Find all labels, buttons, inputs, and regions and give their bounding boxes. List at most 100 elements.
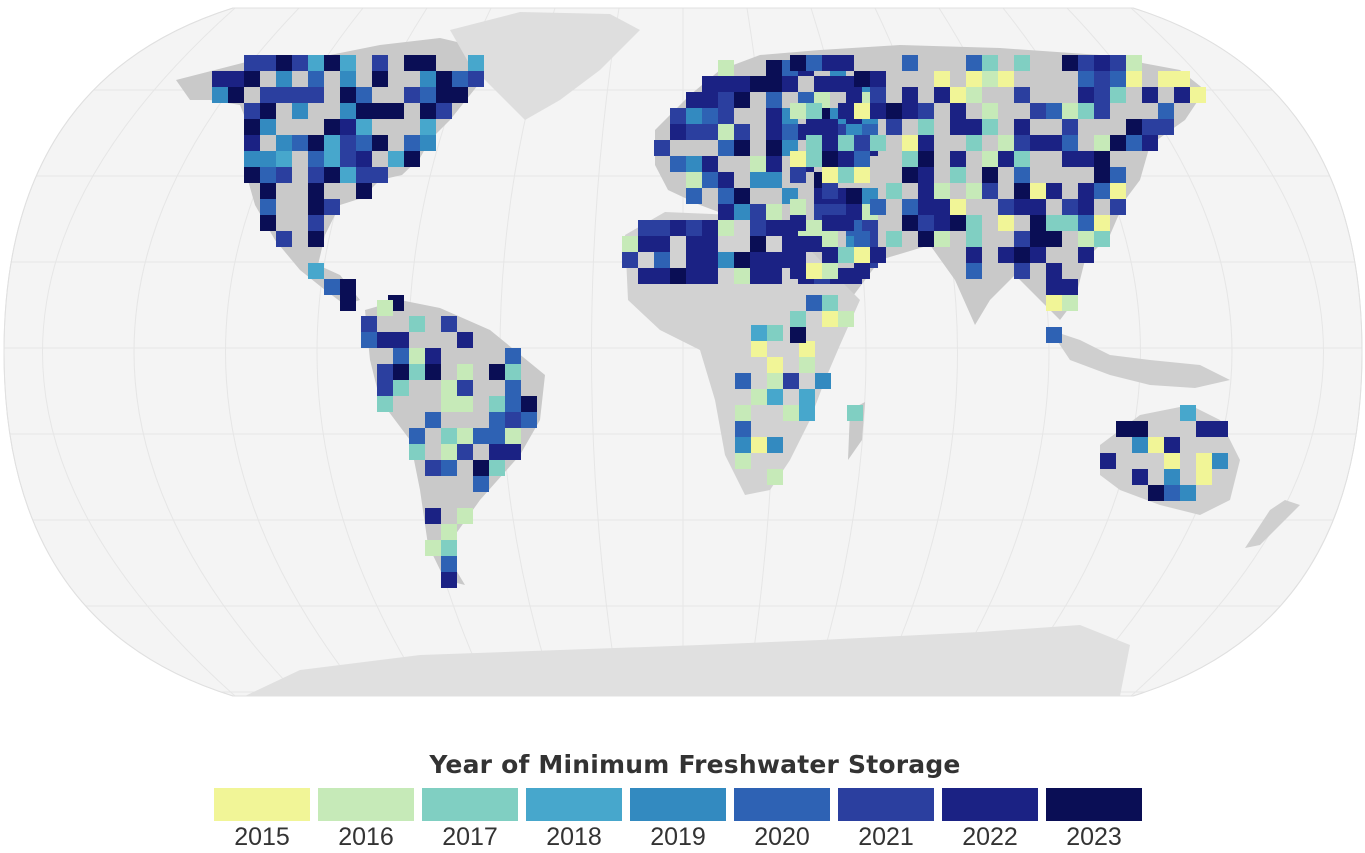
legend-item-2022: 2022 (942, 788, 1038, 851)
storage-cell (1062, 215, 1078, 231)
storage-cell (292, 87, 308, 103)
storage-cell (918, 119, 934, 135)
storage-cell (854, 71, 870, 87)
legend-label-2022: 2022 (962, 823, 1018, 851)
storage-cell (425, 460, 441, 476)
storage-cell (377, 396, 393, 412)
storage-cell (902, 135, 918, 151)
storage-cell (934, 71, 950, 87)
legend-item-2023: 2023 (1046, 788, 1142, 851)
storage-cell (420, 71, 436, 87)
storage-cell (966, 135, 982, 151)
storage-cell (260, 87, 276, 103)
storage-cell (702, 252, 718, 268)
storage-cell (686, 172, 702, 188)
storage-cell (854, 231, 870, 247)
storage-cell (1062, 279, 1078, 295)
storage-cell (441, 460, 457, 476)
storage-cell (718, 220, 734, 236)
storage-cell (702, 92, 718, 108)
storage-cell (468, 71, 484, 87)
storage-cell (340, 135, 356, 151)
storage-cell (790, 327, 806, 343)
storage-cell (918, 151, 934, 167)
storage-cell (750, 236, 766, 252)
storage-cell (1164, 469, 1180, 485)
storage-cell (308, 71, 324, 87)
storage-cell (1062, 55, 1078, 71)
storage-cell (735, 421, 751, 437)
storage-cell (1158, 103, 1174, 119)
legend-item-2017: 2017 (422, 788, 518, 851)
storage-cell (806, 151, 822, 167)
storage-cell (521, 412, 537, 428)
storage-cell (505, 364, 521, 380)
storage-cell (377, 332, 393, 348)
storage-cell (441, 444, 457, 460)
storage-cell (1126, 55, 1142, 71)
storage-cell (1164, 437, 1180, 453)
storage-cell (766, 204, 782, 220)
storage-cell (1196, 453, 1212, 469)
storage-cell (1078, 55, 1094, 71)
storage-cell (505, 444, 521, 460)
storage-cell (734, 92, 750, 108)
storage-cell (324, 199, 340, 215)
storage-cell (1110, 71, 1126, 87)
storage-cell (750, 156, 766, 172)
storage-cell (767, 389, 783, 405)
storage-cell (686, 268, 702, 284)
storage-cell (790, 263, 806, 279)
storage-cell (1094, 103, 1110, 119)
storage-cell (870, 199, 886, 215)
storage-cell (1110, 199, 1126, 215)
storage-cell (361, 332, 377, 348)
storage-cell (702, 236, 718, 252)
storage-cell (751, 437, 767, 453)
storage-cell (1030, 103, 1046, 119)
storage-cell (1014, 247, 1030, 263)
storage-cell (734, 268, 750, 284)
storage-cell (790, 311, 806, 327)
storage-cell (702, 76, 718, 92)
storage-cell (404, 135, 420, 151)
storage-cell (356, 119, 372, 135)
storage-cell (702, 108, 718, 124)
legend-item-2021: 2021 (838, 788, 934, 851)
storage-cell (718, 140, 734, 156)
storage-cell (966, 215, 982, 231)
storage-cell (670, 156, 686, 172)
storage-cell (686, 108, 702, 124)
storage-cell (340, 119, 356, 135)
storage-cell (1062, 135, 1078, 151)
storage-cell (799, 405, 815, 421)
storage-cell (1046, 103, 1062, 119)
storage-cell (244, 135, 260, 151)
storage-cell (766, 60, 782, 76)
storage-cell (1046, 231, 1062, 247)
storage-cell (806, 295, 822, 311)
storage-cell (783, 373, 799, 389)
storage-cell (822, 247, 838, 263)
storage-cell (356, 103, 372, 119)
storage-cell (244, 151, 260, 167)
storage-cell (822, 151, 838, 167)
storage-cell (750, 268, 766, 284)
storage-cell (1094, 71, 1110, 87)
storage-cell (966, 87, 982, 103)
storage-cell (489, 428, 505, 444)
storage-cell (854, 263, 870, 279)
storage-cell (1196, 469, 1212, 485)
storage-cell (1142, 119, 1158, 135)
storage-cell (441, 380, 457, 396)
storage-cell (1014, 135, 1030, 151)
storage-cell (1078, 247, 1094, 263)
storage-cell (902, 87, 918, 103)
storage-cell (473, 476, 489, 492)
storage-cell (457, 380, 473, 396)
storage-cell (799, 357, 815, 373)
storage-cell (420, 135, 436, 151)
storage-cell (1046, 135, 1062, 151)
storage-cell (388, 151, 404, 167)
storage-cell (489, 396, 505, 412)
